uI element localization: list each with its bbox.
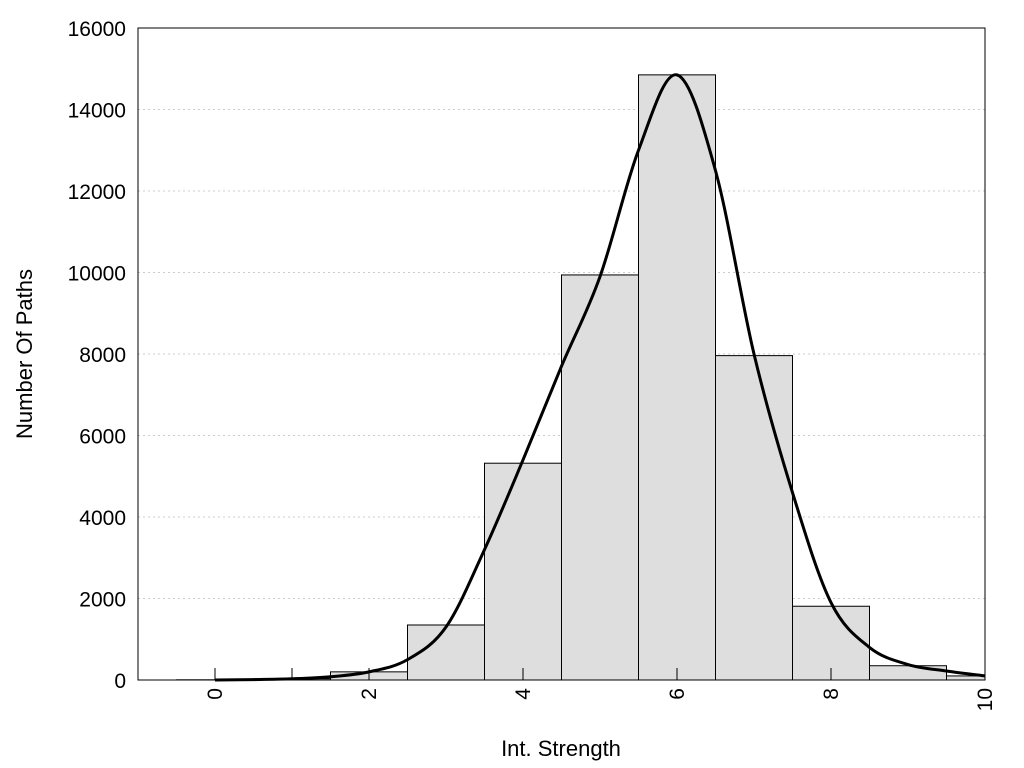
bars bbox=[176, 74, 986, 681]
y-tick-label-7: 14000 bbox=[68, 100, 126, 123]
y-tick-label-1: 2000 bbox=[79, 589, 126, 612]
y-tick-label-6: 12000 bbox=[68, 181, 126, 204]
y-tick-label-5: 10000 bbox=[68, 263, 126, 286]
x-tick-label-2: 4 bbox=[512, 688, 535, 700]
bar-4 bbox=[484, 462, 562, 681]
y-tick-label-0: 0 bbox=[114, 670, 126, 693]
x-tick-label-3: 6 bbox=[666, 688, 689, 700]
x-tick-label-4: 8 bbox=[820, 688, 843, 700]
y-tick-label-3: 6000 bbox=[79, 426, 126, 449]
grid-lines bbox=[138, 109, 985, 599]
bar-6 bbox=[638, 74, 716, 681]
bar-5 bbox=[561, 274, 639, 681]
x-axis-title: Int. Strength bbox=[501, 736, 621, 761]
y-axis-title: Number Of Paths bbox=[12, 269, 37, 439]
density-curve-layer bbox=[214, 73, 986, 682]
density-curve bbox=[214, 73, 986, 682]
y-axis-ticks: 0 2000 4000 6000 8000 10000 12000 14000 16000 bbox=[68, 18, 126, 693]
x-tick-label-0: 0 bbox=[204, 688, 227, 700]
x-tick-label-1: 2 bbox=[358, 688, 381, 700]
x-tick-label-5: 10 bbox=[974, 688, 997, 711]
y-tick-label-4: 8000 bbox=[79, 344, 126, 367]
bar-8 bbox=[792, 605, 870, 681]
bar-7 bbox=[715, 355, 793, 681]
y-tick-label-2: 4000 bbox=[79, 507, 126, 530]
y-tick-label-8: 16000 bbox=[68, 18, 126, 41]
x-axis-ticks: 0 2 4 6 8 10 bbox=[204, 668, 997, 711]
bar-9 bbox=[869, 665, 947, 681]
plot-frame bbox=[137, 27, 986, 681]
